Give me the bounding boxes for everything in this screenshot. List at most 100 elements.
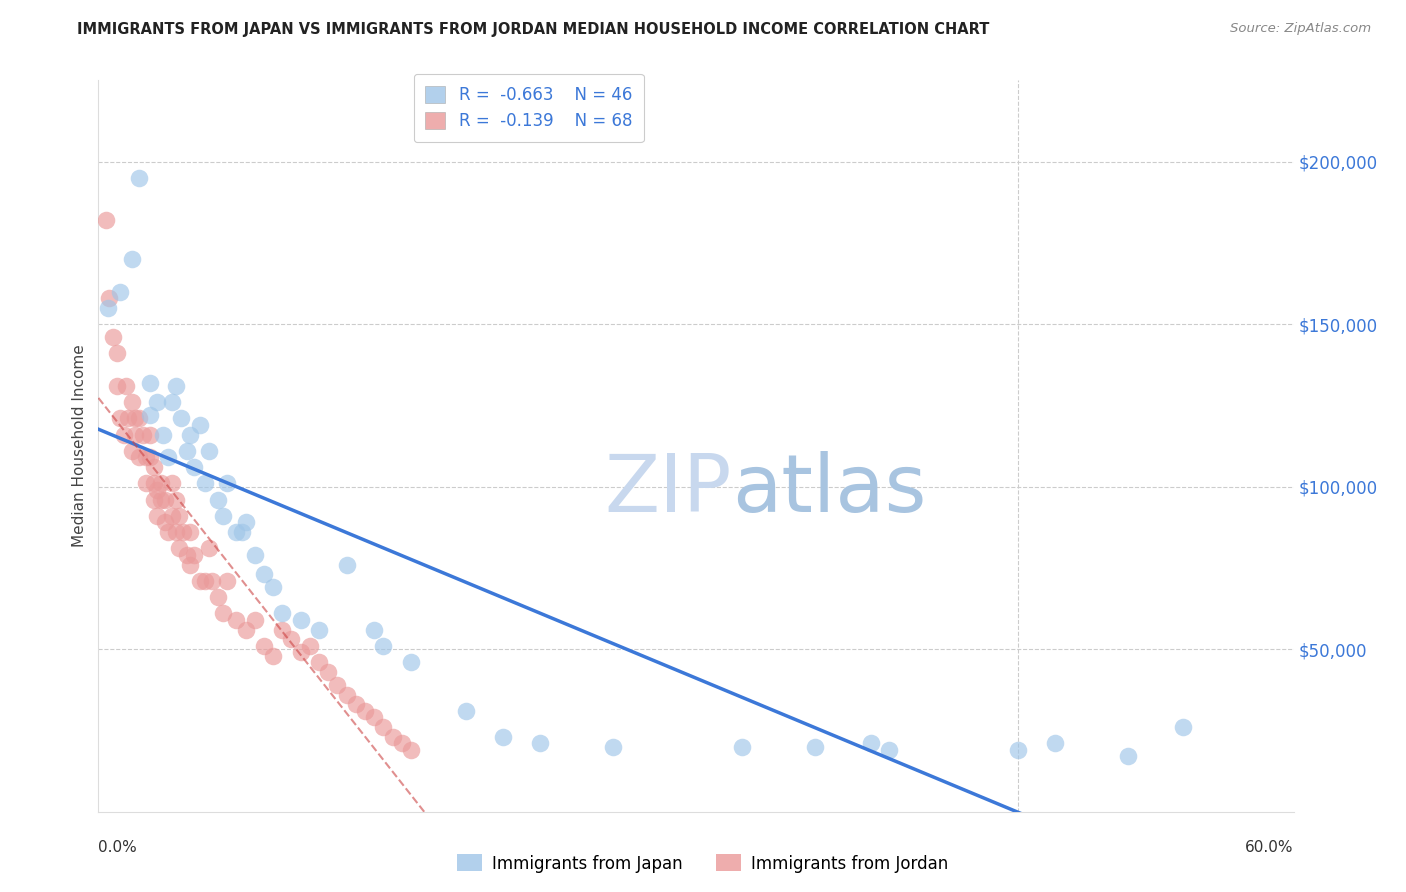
Point (290, 613, 312, 627)
Point (336, 558, 359, 572)
Point (391, 736, 413, 750)
Point (160, 476, 183, 491)
Point (135, 450, 157, 465)
Text: Source: ZipAtlas.com: Source: ZipAtlas.com (1230, 22, 1371, 36)
Point (877, 743, 900, 757)
Point (176, 443, 198, 458)
Point (115, 379, 138, 393)
Point (128, 170, 150, 185)
Point (363, 623, 385, 637)
Point (253, 639, 276, 653)
Point (381, 730, 404, 744)
Point (128, 450, 150, 465)
Point (121, 443, 143, 458)
Point (399, 743, 422, 757)
Point (110, 411, 132, 425)
Point (112, 427, 135, 442)
Point (235, 623, 257, 637)
Point (217, 574, 239, 588)
Point (183, 548, 205, 562)
Point (253, 567, 276, 582)
Point (165, 492, 187, 507)
Point (157, 525, 180, 540)
Point (212, 607, 235, 621)
Point (859, 736, 882, 750)
Point (139, 408, 162, 422)
Point (212, 508, 235, 523)
Point (231, 525, 253, 540)
Point (399, 655, 422, 669)
Point (139, 450, 162, 465)
Point (373, 639, 395, 653)
Point (157, 450, 180, 465)
Point (179, 558, 201, 572)
Point (1043, 736, 1066, 750)
Point (142, 460, 165, 475)
Point (142, 476, 165, 491)
Point (121, 252, 143, 266)
Point (179, 525, 201, 540)
Point (179, 427, 201, 442)
Point (94, 213, 117, 227)
Point (194, 476, 217, 491)
Point (124, 427, 146, 442)
Point (280, 632, 302, 647)
Point (492, 730, 515, 744)
Point (139, 427, 162, 442)
Point (243, 613, 266, 627)
Point (217, 476, 239, 491)
Point (344, 698, 367, 712)
Point (271, 607, 294, 621)
Point (290, 645, 312, 659)
Point (170, 411, 193, 425)
Text: 0.0%: 0.0% (98, 840, 138, 855)
Point (1173, 720, 1195, 734)
Point (152, 427, 174, 442)
Point (146, 395, 169, 409)
Point (271, 623, 294, 637)
Point (731, 739, 754, 754)
Point (298, 639, 321, 653)
Point (602, 739, 624, 754)
Text: IMMIGRANTS FROM JAPAN VS IMMIGRANTS FROM JORDAN MEDIAN HOUSEHOLD INCOME CORRELAT: IMMIGRANTS FROM JAPAN VS IMMIGRANTS FROM… (77, 22, 990, 37)
Point (169, 508, 191, 523)
Point (316, 665, 339, 679)
Point (456, 704, 478, 718)
Point (308, 655, 330, 669)
Point (110, 285, 132, 299)
Legend: R =  -0.663    N = 46, R =  -0.139    N = 68: R = -0.663 N = 46, R = -0.139 N = 68 (413, 74, 644, 142)
Point (225, 525, 247, 540)
Text: ZIP: ZIP (605, 450, 733, 529)
Point (326, 678, 349, 692)
Text: 60.0%: 60.0% (1246, 840, 1294, 855)
Point (183, 460, 205, 475)
Point (165, 379, 187, 393)
Point (188, 417, 211, 432)
Point (336, 688, 359, 702)
Point (363, 710, 385, 724)
Point (1116, 749, 1139, 764)
Point (160, 395, 183, 409)
Point (149, 476, 172, 491)
Point (235, 516, 257, 530)
Point (97, 301, 120, 315)
Point (201, 574, 224, 588)
Point (165, 525, 187, 540)
Point (124, 411, 146, 425)
Point (146, 483, 169, 497)
Point (197, 541, 219, 556)
Point (135, 476, 157, 491)
Point (117, 411, 139, 425)
Point (142, 492, 165, 507)
Point (354, 704, 377, 718)
Point (207, 492, 229, 507)
Point (197, 443, 219, 458)
Point (176, 548, 198, 562)
Point (139, 376, 162, 390)
Point (243, 548, 266, 562)
Point (172, 525, 194, 540)
Point (804, 739, 827, 754)
Point (225, 613, 247, 627)
Point (194, 574, 217, 588)
Point (262, 648, 284, 663)
